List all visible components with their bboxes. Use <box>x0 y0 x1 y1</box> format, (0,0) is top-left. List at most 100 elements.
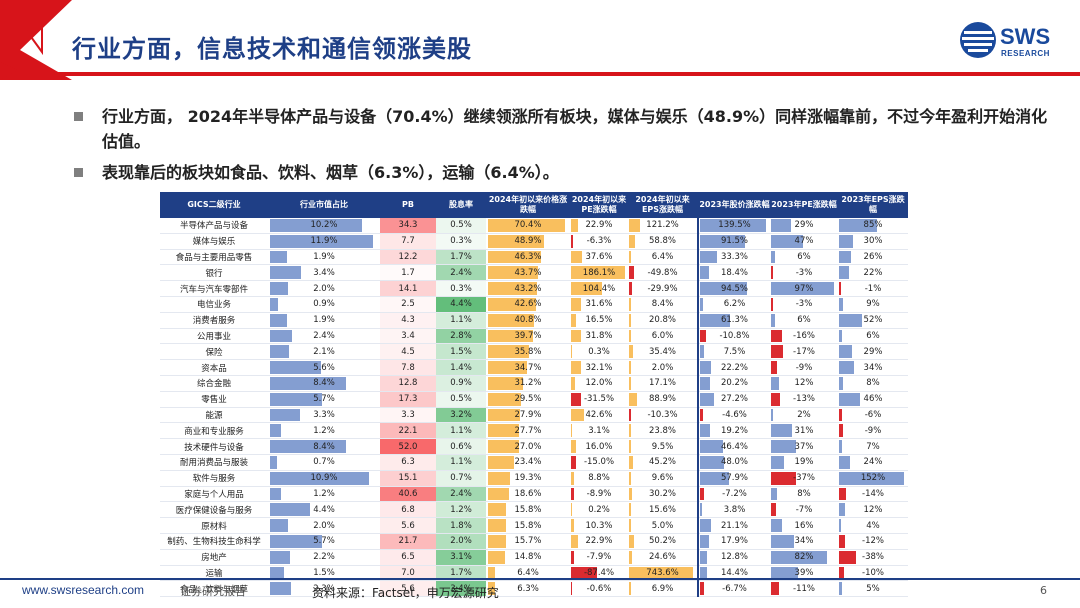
cell-value: 104.4% <box>582 283 616 294</box>
industry-name: 公用事业 <box>160 328 268 345</box>
cell-value: -38% <box>862 552 884 563</box>
page-title: 行业方面，信息技术和通信领涨美股 <box>72 35 472 63</box>
table-cell: 34% <box>838 359 908 376</box>
table-row: 商业和专业服务 1.2% 22.1 1.1% 27.7% 3.1% 23.8% 19.2% 31… <box>160 422 908 440</box>
cell-value: 50.2% <box>648 536 676 547</box>
table-cell: 6% <box>838 328 908 345</box>
data-bar <box>571 392 581 406</box>
cell-value: 31% <box>794 425 814 436</box>
cell-value: 57.9% <box>720 473 748 484</box>
cell-value: 4% <box>866 520 880 531</box>
table-cell: 2.0% <box>436 533 486 550</box>
data-bar <box>487 566 495 580</box>
table-cell: 1.1% <box>436 454 486 471</box>
table-cell: 31.6% <box>570 296 628 313</box>
table-cell: 10.3% <box>570 517 628 534</box>
footer-url[interactable]: www.swsresearch.com <box>22 583 145 597</box>
table-cell: 7.0 <box>380 565 436 582</box>
data-bar <box>270 219 363 232</box>
table-cell: 0.3% <box>436 233 486 250</box>
table-cell: -15.0% <box>570 454 628 471</box>
data-bar <box>487 234 544 248</box>
cell-value: 1.1% <box>450 315 472 326</box>
table-cell: 21.1% <box>697 517 770 534</box>
cell-value: 20.2% <box>720 378 748 389</box>
table-cell: -6% <box>838 407 908 424</box>
table-cell: 43.2% <box>486 280 570 297</box>
data-bar <box>487 503 506 517</box>
cell-value: 40.8% <box>514 315 542 326</box>
data-bar <box>771 313 776 327</box>
table-cell: 6.4% <box>486 565 570 582</box>
table-cell: 34% <box>770 533 838 550</box>
cell-value: 1.4% <box>450 362 472 373</box>
table-cell: 1.8% <box>436 517 486 534</box>
table-cell: 15.1 <box>380 470 436 487</box>
table-row: 电信业务 0.9% 2.5 4.4% 42.6% 31.6% 8.4% 6.2% -3% 9% <box>160 296 908 313</box>
table-row: 零售业 5.7% 17.3 0.5% 29.5% -31.5% 88.9% 27.2% -13%… <box>160 391 908 408</box>
table-cell: -3% <box>770 296 838 313</box>
data-bar <box>700 503 703 517</box>
data-bar <box>629 550 632 564</box>
data-bar <box>629 250 631 264</box>
table-row: 食品与主要用品零售 1.9% 12.2 1.7% 46.3% 37.6% 6.4% 33.3%… <box>160 249 908 266</box>
industry-name: 资本品 <box>160 359 268 376</box>
data-bar <box>629 376 631 390</box>
cell-value: 5.6 <box>401 583 415 594</box>
industry-name: 零售业 <box>160 391 268 408</box>
cell-value: 0.3% <box>450 236 472 247</box>
data-bar <box>571 313 577 327</box>
column-header: 2023年PE涨跌幅 <box>770 192 838 218</box>
cell-value: 29% <box>863 346 883 357</box>
table-row: 能源 3.3% 3.3 3.2% 27.9% 42.6% -10.3% -4.6% 2% -6% <box>160 407 908 424</box>
table-cell: -3% <box>770 264 838 282</box>
data-bar <box>629 234 635 248</box>
cell-value: 97% <box>794 283 814 294</box>
data-bar <box>839 534 845 548</box>
data-bar <box>629 440 631 453</box>
table-cell: 8.4% <box>268 375 380 392</box>
data-bar <box>771 250 776 264</box>
data-bar <box>839 282 841 295</box>
data-bar <box>270 566 284 580</box>
cell-value: 0.7% <box>450 473 472 484</box>
table-row: 耐用消费品与服装 0.7% 6.3 1.1% 23.4% -15.0% 45.2% 48.0%… <box>160 454 908 471</box>
data-bar <box>629 487 633 501</box>
table-row: 公用事业 2.4% 3.4 2.8% 39.7% 31.8% 6.0% -10.8% -16% 6… <box>160 328 908 345</box>
data-bar <box>839 440 843 453</box>
data-bar <box>771 408 773 422</box>
table-cell: -9% <box>838 422 908 440</box>
table-cell: -38% <box>838 549 908 566</box>
data-bar <box>839 392 860 406</box>
cell-value: -29.9% <box>647 283 678 294</box>
data-bar <box>700 455 724 469</box>
cell-value: 39.7% <box>514 330 542 341</box>
table-cell: -1% <box>838 280 908 297</box>
data-bar <box>629 471 631 485</box>
data-bar <box>629 313 632 327</box>
table-cell: 0.7% <box>268 454 380 471</box>
table-row: 软件与服务 10.9% 15.1 0.7% 19.3% 8.8% 9.6% 57.9% -37%… <box>160 470 908 487</box>
table-cell: 52.0 <box>380 438 436 455</box>
title-decoration <box>0 0 1080 80</box>
data-bar <box>270 503 310 517</box>
cell-value: 0.5% <box>450 394 472 405</box>
table-cell: 35.4% <box>628 343 698 361</box>
data-bar <box>700 234 746 248</box>
table-cell: 2.5 <box>380 296 436 313</box>
data-bar <box>700 424 710 438</box>
data-bar <box>629 282 633 295</box>
bullet-text: 行业方面， 2024年半导体产品与设备（70.4%）继续领涨所有板块，媒体与娱乐… <box>102 107 1048 151</box>
data-bar <box>700 250 717 264</box>
cell-value: 4.3 <box>401 315 415 326</box>
cell-value: 152% <box>860 473 886 484</box>
table-cell: -14% <box>838 486 908 503</box>
table-cell: 3.1% <box>436 549 486 566</box>
cell-value: 0.5% <box>450 220 472 231</box>
table-cell: 97% <box>770 280 838 297</box>
cell-value: 2% <box>797 409 811 420</box>
cell-value: 3.4% <box>450 583 472 594</box>
table-cell: 30.2% <box>628 486 698 503</box>
data-bar <box>270 519 289 532</box>
cell-value: 1.2% <box>313 425 335 436</box>
